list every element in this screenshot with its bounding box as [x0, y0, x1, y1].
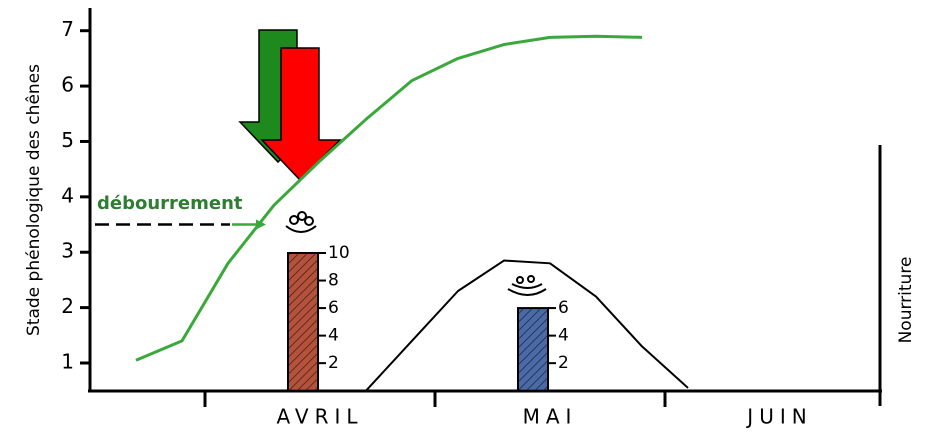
bar-scale-label: 6	[328, 298, 339, 318]
x-tick-label: AVRIL	[276, 405, 363, 429]
y-tick-label: 2	[61, 294, 74, 318]
bar-scale-label: 8	[328, 271, 339, 291]
line	[135, 34, 643, 362]
line	[365, 259, 689, 392]
x-tick-label: JUIN	[745, 405, 812, 429]
y-tick-label: 4	[61, 183, 74, 207]
y-axis-title: Stade phénologique des chênes	[24, 64, 44, 336]
bar-scale-label: 4	[328, 326, 339, 346]
nest-icon	[285, 211, 547, 296]
bar-scale-label: 6	[558, 298, 569, 318]
bar-hatch	[518, 308, 548, 391]
annotation: débourrement	[97, 193, 243, 214]
y-tick-label: 1	[61, 350, 74, 374]
y2-axis-title: Nourriture	[896, 257, 916, 344]
bar-scale-label: 2	[328, 353, 339, 373]
y-tick-label: 5	[61, 128, 74, 152]
bar-scale-label: 10	[328, 243, 350, 263]
y-tick-label: 6	[61, 73, 74, 97]
bar-scale-label: 4	[558, 326, 569, 346]
bar-hatch	[288, 253, 318, 391]
y-tick-label: 3	[61, 239, 74, 263]
x-tick-label: MAI	[523, 405, 578, 429]
bar-scale-label: 2	[558, 353, 569, 373]
y-tick-label: 7	[61, 17, 74, 41]
